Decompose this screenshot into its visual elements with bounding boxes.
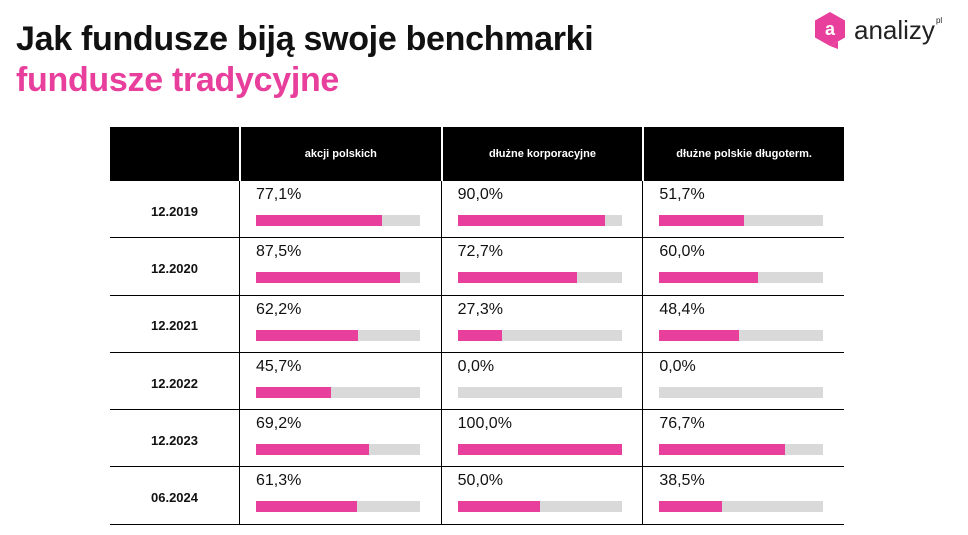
table-cell: 38,5% [642,467,844,524]
logo-suffix: pl [935,15,943,25]
bar-fill [256,444,370,456]
value-label: 77,1% [256,186,302,203]
bar-fill [256,272,400,284]
value-label: 50,0% [457,472,504,490]
bar-track [256,444,420,456]
table-cell: 76,7% [642,410,844,467]
bar-fill [256,501,357,513]
column-header: dłużne polskie długoterm. [642,127,844,181]
value-label: 48,4% [659,300,705,318]
bar-fill [256,386,331,398]
table-cell: 60,0% [642,238,844,295]
table-header: akcji polskich dłużne korporacyjne dłużn… [110,127,844,181]
analizy-logo-icon: a [815,12,845,49]
bar-track [256,501,420,513]
table-cell: 51,7% [642,181,844,238]
bar-track [659,386,824,398]
value-label: 62,2% [256,300,302,318]
table-row: 12.2023 69,2% 100,0% 76,7% [110,410,844,468]
table-cell: 69,2% [239,410,441,467]
bar-track [457,215,622,226]
table-cell: 77,1% [239,181,441,238]
bar-track [256,272,420,284]
table-cell: 0,0% [642,352,844,410]
bar-track [659,215,824,226]
value-label: 60,0% [659,243,705,261]
table-cell: 61,3% [239,467,441,524]
row-label: 12.2022 [151,375,198,391]
bar-fill [457,329,503,341]
table-cell: 0,0% [440,352,643,410]
bar-fill [659,329,739,341]
bar-fill [256,215,383,226]
analizy-logo[interactable]: a analizy pl [812,10,942,50]
bar-track [659,329,824,341]
bar-fill [457,215,606,226]
table-cell: 62,2% [239,295,441,352]
benchmark-table: akcji polskich dłużne korporacyjne dłużn… [110,127,844,525]
row-label: 06.2024 [151,490,198,506]
table-row: 12.2019 77,1% 90,0% 51,7% [110,181,844,239]
bar-fill [659,272,758,284]
bar-fill [256,329,358,341]
column-header: akcji polskich [239,127,441,181]
table-cell: 72,7% [440,238,643,295]
row-label: 12.2023 [151,432,198,448]
value-label: 100,0% [457,415,512,433]
value-label: 0,0% [659,357,696,375]
table-cell: 100,0% [440,410,643,467]
value-label: 38,5% [659,472,705,490]
table-row: 12.2021 62,2% 27,3% 48,4% [110,295,844,353]
table-cell: 45,7% [239,352,441,410]
bar-track [457,386,622,398]
table-body: 12.2019 77,1% 90,0% 51,7% 12.2020 87,5% 72,7% 6… [110,181,844,525]
row-label: 12.2019 [151,203,198,219]
bar-track [256,215,420,226]
row-label: 12.2020 [151,260,198,276]
table-cell: 27,3% [440,295,643,352]
bar-track [256,386,420,398]
table-row: 12.2020 87,5% 72,7% 60,0% [110,238,844,296]
header-corner [110,127,239,181]
bar-fill [659,215,745,226]
page-title: Jak fundusze biją swoje benchmarki [16,20,594,58]
bar-fill [457,444,622,456]
table-cell: 87,5% [239,238,441,295]
bar-fill [659,444,786,456]
bar-track [659,272,824,284]
value-label: 51,7% [659,186,705,203]
value-label: 87,5% [256,243,302,261]
bar-track [457,501,622,513]
bar-track [659,501,824,513]
value-label: 0,0% [457,357,495,375]
bar-fill [457,501,540,513]
bar-track [659,444,824,456]
value-label: 45,7% [256,357,302,375]
bar-track [457,329,622,341]
value-label: 69,2% [256,415,302,433]
row-label: 12.2021 [151,318,198,334]
value-label: 90,0% [457,186,504,203]
table-cell: 50,0% [440,467,643,524]
table-cell: 48,4% [642,295,844,352]
table-row: 12.2022 45,7% 0,0% 0,0% [110,352,844,411]
page-subtitle: fundusze tradycyjne [16,61,340,99]
bar-fill [457,272,577,284]
column-header: dłużne korporacyjne [440,127,643,181]
logo-wordmark: analizy [854,15,935,45]
bar-fill [659,501,723,513]
value-label: 76,7% [659,415,705,433]
value-label: 27,3% [457,300,504,318]
value-label: 72,7% [457,243,504,261]
bar-track [457,272,622,284]
bar-track [256,329,420,341]
table-cell: 90,0% [440,181,643,238]
svg-text:a: a [825,19,836,39]
table-row: 06.2024 61,3% 50,0% 38,5% [110,467,844,525]
value-label: 61,3% [256,472,302,490]
bar-track [457,444,622,456]
